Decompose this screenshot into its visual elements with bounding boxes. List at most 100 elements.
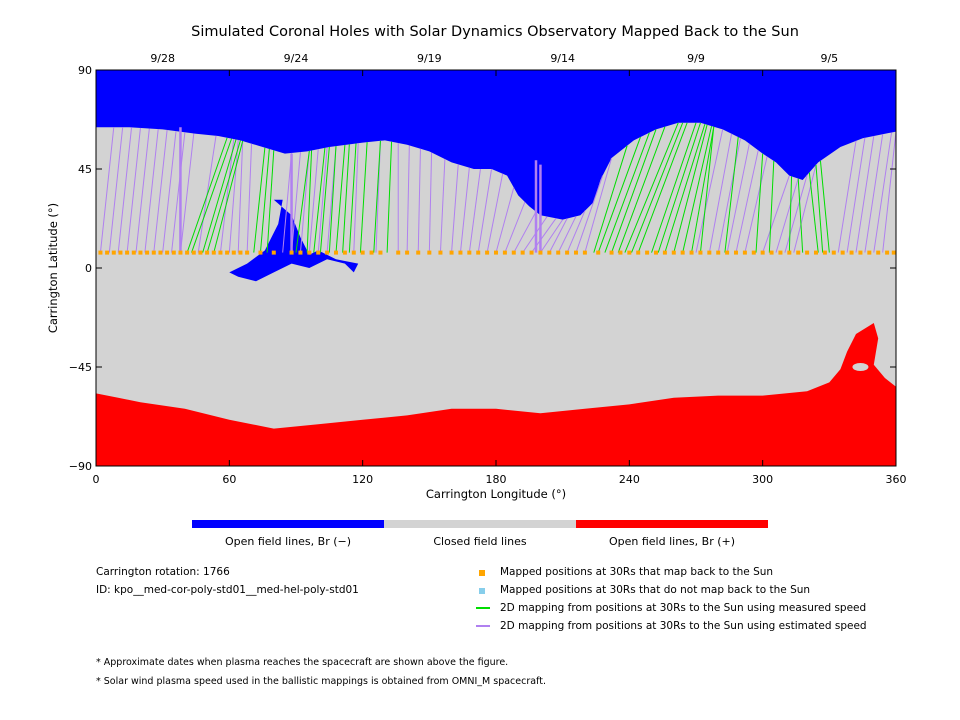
mapped-position-marker — [840, 250, 845, 255]
mapped-position-marker — [529, 250, 534, 255]
mapped-position-marker — [760, 250, 765, 255]
estimated-speed-line — [695, 129, 724, 253]
y-tick-label: −45 — [69, 361, 92, 374]
estimated-speed-line — [439, 159, 446, 253]
measured-speed-line — [328, 146, 337, 253]
footnote-dates: * Approximate dates when plasma reaches … — [96, 657, 509, 668]
mapped-position-marker — [891, 250, 896, 255]
mapped-position-marker — [511, 250, 516, 255]
legend-swatch-measured — [476, 607, 490, 609]
measured-speed-line — [191, 138, 233, 253]
mapped-position-marker — [822, 250, 827, 255]
measured-speed-line — [253, 147, 266, 253]
legend-label-estimated: 2D mapping from positions at 30Rs to the… — [500, 620, 867, 632]
mapped-position-marker — [751, 250, 756, 255]
measured-speed-line — [631, 122, 684, 253]
estimated-speed-line — [153, 129, 168, 253]
top-date-label: 9/28 — [150, 52, 175, 65]
mapped-position-marker — [211, 250, 216, 255]
estimated-speed-line — [864, 134, 884, 253]
y-tick-label: 90 — [78, 64, 92, 77]
legend-swatch-mapped — [479, 570, 485, 576]
mapped-position-marker — [814, 250, 818, 255]
estimated-speed-line — [459, 167, 470, 253]
mapped-position-marker — [609, 250, 614, 255]
y-tick-label: 0 — [85, 262, 92, 275]
measured-speed-line — [359, 142, 368, 253]
mapped-position-marker — [238, 250, 243, 255]
legend-label-mapped: Mapped positions at 30Rs that map back t… — [500, 566, 774, 578]
measured-speed-line — [788, 176, 793, 253]
open-positive-region — [96, 323, 896, 466]
measured-speed-line — [373, 140, 381, 253]
top-date-label: 9/14 — [550, 52, 575, 65]
measured-speed-line — [611, 129, 657, 253]
estimated-speed-line — [584, 157, 613, 253]
measured-speed-line — [342, 144, 350, 253]
mapped-position-marker — [627, 250, 632, 255]
estimated-speed-line — [308, 149, 319, 253]
estimated-speed-line — [717, 138, 741, 253]
colorbar-label-open-negative: Open field lines, Br (−) — [225, 535, 351, 548]
estimated-speed-line — [846, 137, 866, 253]
top-date-label: 9/5 — [820, 52, 838, 65]
mapped-position-marker — [698, 250, 703, 255]
estimated-speed-line — [317, 147, 328, 253]
estimated-speed-line — [126, 127, 141, 253]
measured-speed-line — [206, 140, 241, 253]
estimated-speed-line — [162, 131, 177, 253]
mapped-position-marker — [369, 250, 374, 255]
mapped-position-marker — [502, 250, 507, 255]
colorbar — [192, 520, 768, 528]
estimated-speed-line — [291, 152, 301, 253]
estimated-speed-line — [219, 139, 235, 253]
mapped-position-marker — [596, 250, 601, 255]
x-tick-label: 0 — [93, 473, 100, 486]
mapped-position-marker — [298, 250, 303, 255]
measured-speed-line — [306, 150, 313, 253]
mapped-position-marker — [725, 250, 730, 255]
mapped-position-marker — [125, 250, 130, 255]
mapped-position-marker — [158, 250, 163, 255]
mapped-position-marker — [796, 250, 801, 255]
mapped-position-marker — [245, 250, 250, 255]
mapped-position-marker — [662, 250, 667, 255]
estimated-speed-line — [99, 127, 115, 253]
x-tick-label: 240 — [619, 473, 640, 486]
estimated-speed-line — [882, 131, 897, 253]
mapped-position-marker — [858, 250, 863, 255]
estimated-speed-line — [477, 168, 493, 253]
measured-speed-line — [386, 141, 393, 253]
measured-speed-line — [213, 140, 244, 253]
y-tick-label: −90 — [69, 460, 92, 473]
mapped-position-marker — [742, 250, 747, 255]
mapped-position-marker — [111, 250, 116, 255]
mapped-position-marker — [316, 250, 321, 255]
colorbar-closed — [384, 520, 576, 528]
measured-speed-line — [259, 148, 270, 253]
mapped-position-marker — [831, 250, 836, 255]
mapped-position-marker — [520, 250, 525, 255]
mapped-position-marker — [271, 250, 276, 255]
measured-speed-line — [202, 139, 237, 253]
mapped-position-marker — [205, 250, 210, 255]
footnote-speed: * Solar wind plasma speed used in the ba… — [96, 676, 546, 687]
estimated-speed-line — [486, 173, 504, 253]
estimated-speed-line — [135, 128, 150, 253]
mapped-position-marker — [178, 250, 183, 255]
estimated-speed-line — [179, 133, 195, 253]
carrington-rotation-label: Carrington rotation: 1766 — [96, 566, 230, 578]
top-date-label: 9/24 — [284, 52, 309, 65]
mapped-position-marker — [654, 250, 658, 255]
chart-title: Simulated Coronal Holes with Solar Dynam… — [191, 24, 799, 40]
mapped-position-marker — [707, 250, 712, 255]
mapped-position-marker — [556, 250, 561, 255]
mapped-position-marker — [458, 250, 463, 255]
estimated-speed-line — [784, 174, 808, 253]
mapped-position-marker — [405, 250, 410, 255]
top-date-label: 9/19 — [417, 52, 442, 65]
mapped-position-marker — [787, 250, 792, 255]
estimated-speed-line — [837, 140, 857, 253]
mapped-position-marker — [734, 250, 738, 255]
measured-speed-line — [797, 178, 804, 253]
